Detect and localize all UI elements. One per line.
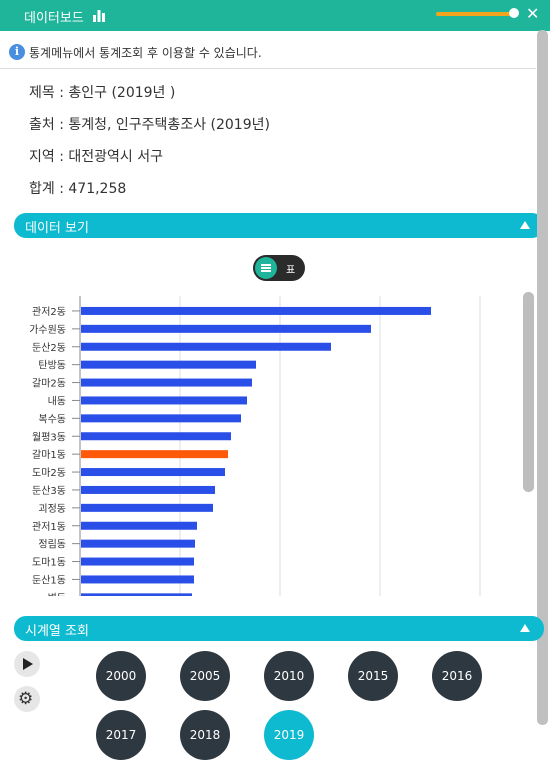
- gear-icon: ⚙: [18, 689, 34, 709]
- bar[interactable]: [81, 503, 213, 512]
- category-label: 탄방동: [38, 360, 66, 372]
- data-view-label: 데이터 보기: [25, 221, 89, 236]
- bar[interactable]: [81, 468, 225, 477]
- chart-scrollbar[interactable]: [523, 292, 534, 492]
- category-label: 둔산3동: [32, 485, 66, 497]
- region-text: 지역 : 대전광역시 서구: [29, 149, 163, 165]
- bar[interactable]: [81, 306, 431, 315]
- notice-bar: i 통계메뉴에서 통계조회 후 이용할 수 있습니다.: [0, 31, 536, 69]
- bar-chart-svg: 관저2동가수원동둔산2동탄방동갈마2동내동복수동월평3동갈마1동도마2동둔산3동…: [29, 296, 481, 596]
- year-button-2005[interactable]: 2005: [180, 651, 230, 701]
- bar[interactable]: [81, 414, 241, 423]
- category-label: 변동: [48, 592, 66, 596]
- bar[interactable]: [81, 485, 215, 494]
- category-label: 둔산2동: [32, 342, 66, 354]
- notice-text: 통계메뉴에서 통계조회 후 이용할 수 있습니다.: [29, 46, 262, 60]
- category-label: 복수동: [38, 413, 66, 425]
- category-label: 관저1동: [32, 521, 66, 533]
- info-icon: i: [9, 44, 25, 60]
- category-label: 관저2동: [32, 306, 66, 318]
- timeseries-label: 시계열 조회: [25, 624, 89, 639]
- year-button-2015[interactable]: 2015: [348, 651, 398, 701]
- category-label: 둔산1동: [32, 574, 66, 586]
- bar[interactable]: [81, 450, 228, 459]
- subject-text: 제목 : 총인구 (2019년 ): [29, 85, 176, 101]
- table-toggle-label[interactable]: 표: [286, 265, 296, 276]
- year-button-2000[interactable]: 2000: [96, 651, 146, 701]
- bar[interactable]: [81, 432, 231, 441]
- category-label: 도마1동: [32, 557, 66, 569]
- bar[interactable]: [81, 539, 195, 548]
- category-label: 가수원동: [29, 324, 66, 336]
- panel-scrollbar[interactable]: [537, 30, 548, 725]
- close-icon[interactable]: ✕: [526, 4, 540, 23]
- bar[interactable]: [81, 396, 247, 405]
- category-label: 갈마1동: [32, 448, 66, 461]
- source-text: 출처 : 통계청, 인구주택총조사 (2019년): [29, 117, 270, 133]
- collapse-up-icon[interactable]: [520, 221, 530, 229]
- data-view-section[interactable]: 데이터 보기: [14, 213, 544, 238]
- opacity-slider-knob[interactable]: [509, 8, 519, 18]
- category-label: 월평3동: [32, 431, 66, 443]
- category-label: 도마2동: [32, 467, 66, 479]
- bar[interactable]: [81, 360, 256, 369]
- bar[interactable]: [81, 342, 331, 351]
- title-bar: 데이터보드 ✕: [0, 0, 550, 31]
- list-icon[interactable]: [255, 257, 277, 279]
- category-label: 갈마2동: [32, 377, 66, 390]
- play-button[interactable]: [14, 651, 40, 677]
- bar[interactable]: [81, 575, 194, 584]
- settings-button[interactable]: ⚙: [14, 686, 40, 712]
- year-button-2018[interactable]: 2018: [180, 710, 230, 760]
- play-icon: [23, 658, 33, 670]
- bar[interactable]: [81, 521, 197, 530]
- year-button-2010[interactable]: 2010: [264, 651, 314, 701]
- collapse-up-icon[interactable]: [520, 624, 530, 632]
- bar-chart-icon[interactable]: [92, 8, 106, 22]
- bar[interactable]: [81, 378, 252, 387]
- year-button-2016[interactable]: 2016: [432, 651, 482, 701]
- category-label: 정림동: [38, 539, 66, 551]
- opacity-slider[interactable]: [436, 12, 514, 16]
- bar[interactable]: [81, 557, 194, 566]
- year-button-2019[interactable]: 2019: [264, 710, 314, 760]
- bar[interactable]: [81, 324, 371, 333]
- category-label: 내동: [48, 395, 66, 407]
- timeseries-section[interactable]: 시계열 조회: [14, 616, 544, 641]
- total-text: 합계 : 471,258: [29, 181, 127, 197]
- category-label: 괴정동: [38, 503, 66, 515]
- bar[interactable]: [81, 593, 192, 596]
- chart-table-toggle[interactable]: 표: [253, 255, 305, 281]
- year-button-2017[interactable]: 2017: [96, 710, 146, 760]
- window-title: 데이터보드: [24, 11, 84, 26]
